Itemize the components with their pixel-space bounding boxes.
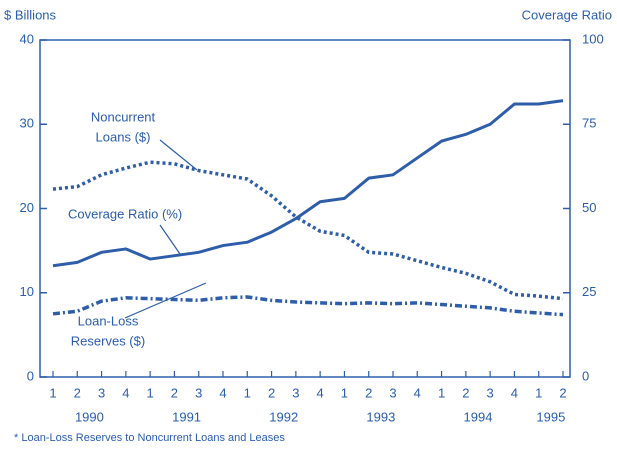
leader-line	[159, 139, 198, 171]
x-tick-label: 3	[389, 385, 396, 400]
series-label: Loans ($)	[96, 129, 151, 144]
year-label: 1993	[366, 409, 395, 424]
x-tick-label: 4	[122, 385, 129, 400]
x-tick-label: 2	[268, 385, 275, 400]
x-tick-label: 4	[219, 385, 226, 400]
footnote: * Loan-Loss Reserves to Noncurrent Loans…	[14, 432, 285, 444]
series-line	[52, 99, 564, 268]
x-tick-label: 2	[365, 385, 372, 400]
year-label: 1994	[464, 409, 493, 424]
x-tick-label: 1	[147, 385, 154, 400]
x-tick-label: 1	[49, 385, 56, 400]
series-label: Coverage Ratio (%)	[68, 206, 182, 221]
y-tick-label: 40	[20, 31, 34, 46]
x-tick-label: 4	[317, 385, 324, 400]
y2-tick-label: 0	[582, 368, 589, 383]
x-tick-label: 1	[535, 385, 542, 400]
y-axis-label: $ Billions	[4, 7, 57, 22]
x-tick-label: 2	[462, 385, 469, 400]
x-tick-label: 2	[171, 385, 178, 400]
x-tick-label: 1	[341, 385, 348, 400]
x-tick-label: 4	[414, 385, 421, 400]
x-tick-label: 1	[438, 385, 445, 400]
y-tick-label: 20	[20, 200, 34, 215]
series-line	[52, 160, 564, 301]
x-tick-label: 3	[98, 385, 105, 400]
y-tick-label: 10	[20, 284, 34, 299]
x-tick-label: 1	[244, 385, 251, 400]
x-tick-label: 2	[559, 385, 566, 400]
y2-tick-label: 100	[582, 31, 604, 46]
series-label: Noncurrent	[91, 109, 156, 124]
y2-tick-label: 25	[582, 284, 596, 299]
year-label: 1991	[172, 409, 201, 424]
leader-line	[159, 224, 181, 255]
y-tick-label: 30	[20, 116, 34, 131]
leader-line	[124, 282, 207, 319]
series-label: Loan-Loss	[78, 313, 139, 328]
x-tick-label: 4	[511, 385, 518, 400]
y-tick-label: 0	[27, 368, 34, 383]
x-tick-label: 3	[195, 385, 202, 400]
y2-tick-label: 50	[582, 200, 596, 215]
series-line	[52, 295, 564, 317]
y2-axis-label: Coverage Ratio	[522, 7, 612, 22]
series-label: Reserves ($)	[71, 333, 145, 348]
x-tick-label: 3	[487, 385, 494, 400]
x-tick-label: 2	[74, 385, 81, 400]
year-label: 1995	[536, 409, 565, 424]
year-label: 1992	[269, 409, 298, 424]
x-tick-label: 3	[292, 385, 299, 400]
y2-tick-label: 75	[582, 116, 596, 131]
year-label: 1990	[75, 409, 104, 424]
